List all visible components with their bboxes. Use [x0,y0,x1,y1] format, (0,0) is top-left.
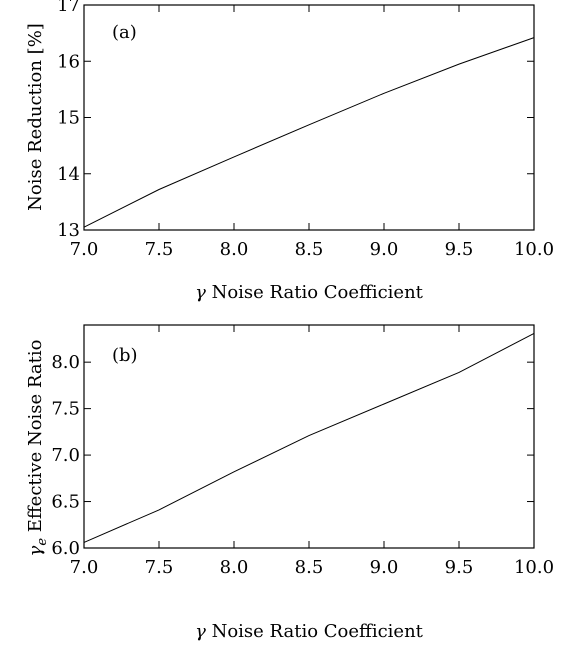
panel-label-a: (a) [112,22,137,43]
x-tick-label: 8.5 [295,557,324,578]
y-tick-label: 7.5 [51,399,80,420]
x-tick-label: 9.0 [370,557,399,578]
x-ticks-b: 7.0 7.5 8.0 8.5 9.0 9.5 10.0 [70,325,554,578]
x-tick-label: 7.0 [70,239,99,260]
y-tick-label: 13 [57,220,80,241]
y-ticks-b: 6.0 6.5 7.0 7.5 8.0 [51,352,534,559]
y-ticks-a: 13 14 15 16 17 [57,0,534,241]
x-tick-label: 7.5 [145,239,174,260]
y-tick-label: 8.0 [51,352,80,373]
x-tick-label: 7.0 [70,557,99,578]
x-tick-label: 10.0 [514,557,554,578]
y-axis-label-a: Noise Reduction [%] [25,23,46,211]
x-tick-label: 8.0 [220,557,249,578]
y-tick-label: 15 [57,108,80,129]
y-axis-label-b: γe Effective Noise Ratio [25,340,50,557]
x-tick-label: 8.5 [295,239,324,260]
x-tick-label: 9.5 [445,557,474,578]
plot-frame-a [83,4,535,231]
x-tick-label: 10.0 [514,239,554,260]
y-tick-label: 16 [57,51,80,72]
x-tick-label: 9.0 [370,239,399,260]
x-axis-symbol-b: γ [195,621,206,642]
x-axis-text-b: Noise Ratio Coefficient [206,621,424,642]
y-tick-label: 7.0 [51,445,80,466]
y-axis-symbol-b: γ [25,545,46,556]
y-tick-label: 6.0 [51,538,80,559]
y-tick-label: 14 [57,164,80,185]
y-tick-label: 17 [57,0,80,16]
x-ticks-a: 7.0 7.5 8.0 8.5 9.0 9.5 10.0 [70,5,554,260]
x-axis-label-a: γ Noise Ratio Coefficient [195,282,424,303]
panel-a: (a) 7.0 7.5 8.0 8.5 9.0 9.5 10.0 13 14 15 16 17 γ … [25,0,554,303]
panel-label-b: (b) [112,345,138,366]
plot-frame-b [83,324,535,549]
x-axis-label-b: γ Noise Ratio Coefficient [195,621,424,642]
panel-b: (b) 7.0 7.5 8.0 8.5 9.0 9.5 10.0 6.0 6.5 7.0 7.5 8… [25,324,554,642]
y-axis-text-b: Effective Noise Ratio [25,340,46,538]
x-tick-label: 8.0 [220,239,249,260]
x-axis-symbol-a: γ [195,282,206,303]
x-tick-label: 7.5 [145,557,174,578]
x-tick-label: 9.5 [445,239,474,260]
series-line-a [83,37,535,228]
y-tick-label: 6.5 [51,492,80,513]
series-line-b [83,332,535,543]
x-axis-text-a: Noise Ratio Coefficient [206,282,424,303]
y-axis-subscript-b: e [35,538,50,546]
